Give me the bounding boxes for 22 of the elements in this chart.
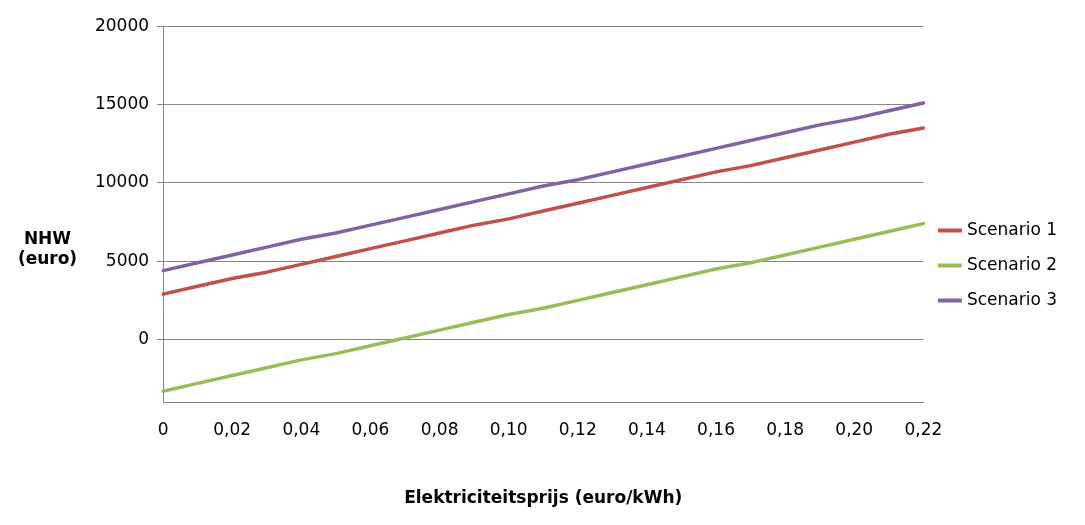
x-axis-title: Elektriciteitsprijs (euro/kWh) bbox=[404, 487, 683, 508]
legend-label: Scenario 1 bbox=[966, 218, 1057, 239]
x-tick-label: 0,22 bbox=[904, 418, 943, 439]
x-tick-label: 0,20 bbox=[835, 418, 874, 439]
x-tick-label: 0,16 bbox=[697, 418, 735, 439]
legend-label: Scenario 3 bbox=[966, 288, 1057, 309]
x-tick-label: 0,04 bbox=[282, 418, 321, 439]
y-tick-label: 15000 bbox=[94, 92, 150, 113]
x-tick-label: 0,18 bbox=[766, 418, 805, 439]
y-tick-label: 5000 bbox=[105, 249, 150, 270]
legend-label: Scenario 2 bbox=[966, 253, 1057, 274]
x-tick-label: 0,14 bbox=[627, 418, 666, 439]
x-tick-label: 0,06 bbox=[351, 418, 390, 439]
y-tick-label: 10000 bbox=[94, 171, 150, 192]
y-axis-title: NHW (euro) bbox=[16, 228, 79, 268]
y-tick-label: 20000 bbox=[94, 14, 150, 35]
x-tick-label: 0,02 bbox=[213, 418, 252, 439]
x-tick-label: 0,08 bbox=[420, 418, 459, 439]
x-tick-label: 0 bbox=[157, 418, 169, 439]
x-tick-label: 0,10 bbox=[489, 418, 528, 439]
y-tick-label: 0 bbox=[138, 327, 150, 348]
x-tick-label: 0,12 bbox=[558, 418, 597, 439]
